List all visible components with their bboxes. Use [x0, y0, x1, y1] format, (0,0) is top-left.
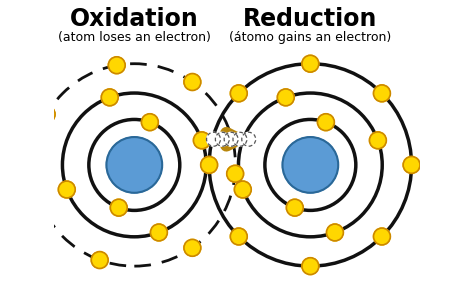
- Text: Reduction: Reduction: [243, 8, 377, 31]
- Circle shape: [277, 89, 294, 106]
- Circle shape: [227, 165, 244, 182]
- Circle shape: [327, 224, 343, 241]
- Text: (atom loses an electron): (atom loses an electron): [58, 31, 211, 44]
- Circle shape: [110, 199, 127, 216]
- Circle shape: [283, 137, 338, 193]
- Circle shape: [230, 228, 247, 245]
- Circle shape: [374, 228, 391, 245]
- Circle shape: [108, 57, 125, 74]
- Circle shape: [234, 181, 251, 198]
- Text: Oxidation: Oxidation: [70, 8, 199, 31]
- Circle shape: [107, 137, 162, 193]
- Circle shape: [233, 132, 247, 146]
- Circle shape: [369, 132, 386, 149]
- Circle shape: [150, 224, 167, 241]
- Circle shape: [91, 252, 108, 269]
- Circle shape: [184, 239, 201, 256]
- Circle shape: [230, 85, 247, 102]
- Circle shape: [38, 106, 55, 123]
- Circle shape: [215, 132, 229, 146]
- Circle shape: [201, 157, 218, 173]
- Circle shape: [302, 55, 319, 72]
- Circle shape: [31, 191, 47, 208]
- Circle shape: [184, 74, 201, 91]
- Circle shape: [141, 114, 158, 131]
- Circle shape: [302, 258, 319, 275]
- Circle shape: [224, 132, 238, 146]
- Circle shape: [374, 85, 391, 102]
- Circle shape: [193, 132, 210, 149]
- Circle shape: [101, 89, 118, 106]
- Text: (átomo gains an electron): (átomo gains an electron): [229, 31, 392, 44]
- Circle shape: [58, 181, 75, 198]
- Circle shape: [286, 199, 303, 216]
- Circle shape: [242, 132, 255, 146]
- Circle shape: [318, 114, 334, 131]
- Circle shape: [403, 157, 420, 173]
- Circle shape: [207, 132, 220, 146]
